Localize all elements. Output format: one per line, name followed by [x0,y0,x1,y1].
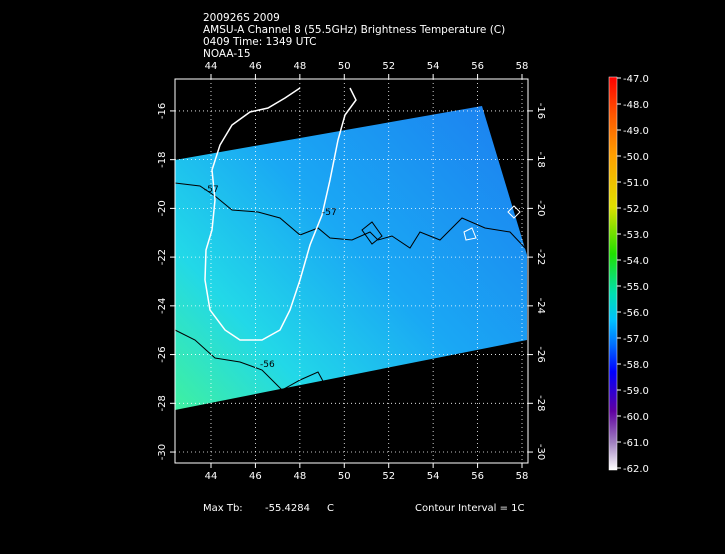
lat-tick-label: -22 [157,249,168,265]
lat-tick-label: -30 [157,444,168,460]
colorbar-tick-label: -54.0 [623,256,649,267]
footer-max-unit: C [327,503,334,514]
lon-tick-label: 48 [293,61,306,72]
lat-tick-label: -28 [157,395,168,411]
colorbar-tick-label: -59.0 [623,386,649,397]
colorbar [608,76,618,471]
header-line: NOAA-15 [203,48,251,60]
colorbar-tick-label: -55.0 [623,282,649,293]
lat-tick-label: -26 [157,346,168,362]
colorbar-tick-label: -52.0 [623,204,649,215]
lon-tick-label: 52 [382,61,395,72]
colorbar-tick-label: -60.0 [623,412,649,423]
lon-tick-label: 54 [427,61,440,72]
colorbar-tick-label: -51.0 [623,178,649,189]
lon-tick-label: 54 [427,471,440,482]
lon-tick-label: 56 [471,471,484,482]
header-line: 200926S 2009 [203,12,280,24]
colorbar-tick-label: -62.0 [623,464,649,475]
header: 200926S 2009 AMSU-A Channel 8 (55.5GHz) … [203,12,505,60]
lat-tick-label: -18 [535,151,546,167]
footer-max-value: -55.4284 [265,503,310,514]
colorbar-tick-label: -47.0 [623,74,649,85]
lon-tick-label: 50 [338,61,351,72]
lon-tick-label: 58 [516,61,529,72]
colorbar-tick-label: -53.0 [623,230,649,241]
contour-label: -57 [322,208,337,218]
header-line: AMSU-A Channel 8 (55.5GHz) Brightness Te… [203,24,505,36]
lat-tick-label: -24 [157,298,168,314]
contour-label: -56 [260,360,275,370]
lon-tick-label: 52 [382,471,395,482]
colorbar-tick-label: -50.0 [623,152,649,163]
lon-tick-label: 48 [293,471,306,482]
contour-label: -57 [204,185,219,195]
lon-tick-label: 58 [516,471,529,482]
lon-tick-label: 56 [471,61,484,72]
lat-tick-label: -18 [157,151,168,167]
contours [174,182,528,395]
lat-tick-label: -16 [157,103,168,119]
colorbar-tick-label: -58.0 [623,360,649,371]
footer-contour-interval: Contour Interval = 1C [415,503,525,514]
header-line: 0409 Time: 1349 UTC [203,36,317,48]
lon-tick-label: 44 [205,471,218,482]
lon-tick-label: 46 [249,61,262,72]
grid [175,79,528,463]
lat-tick-label: -20 [157,200,168,216]
colorbar-tick-label: -48.0 [623,100,649,111]
footer-max-label: Max Tb: [203,503,243,514]
lat-tick-label: -22 [535,249,546,265]
lat-tick-label: -28 [535,395,546,411]
madagascar-coastline [204,87,357,341]
lon-tick-label: 46 [249,471,262,482]
lat-tick-label: -26 [535,346,546,362]
footer: Max Tb: -55.4284 C Contour Interval = 1C [203,503,525,514]
lon-tick-label: 50 [338,471,351,482]
lat-tick-label: -30 [535,444,546,460]
lat-tick-label: -20 [535,200,546,216]
lat-tick-label: -16 [535,103,546,119]
satellite-swath [175,106,527,410]
lat-tick-label: -24 [535,298,546,314]
lon-tick-label: 44 [205,61,218,72]
colorbar-tick-label: -56.0 [623,308,649,319]
colorbar-tick-label: -49.0 [623,126,649,137]
colorbar-tick-label: -57.0 [623,334,649,345]
colorbar-tick-label: -61.0 [623,438,649,449]
map-frame [174,78,529,464]
